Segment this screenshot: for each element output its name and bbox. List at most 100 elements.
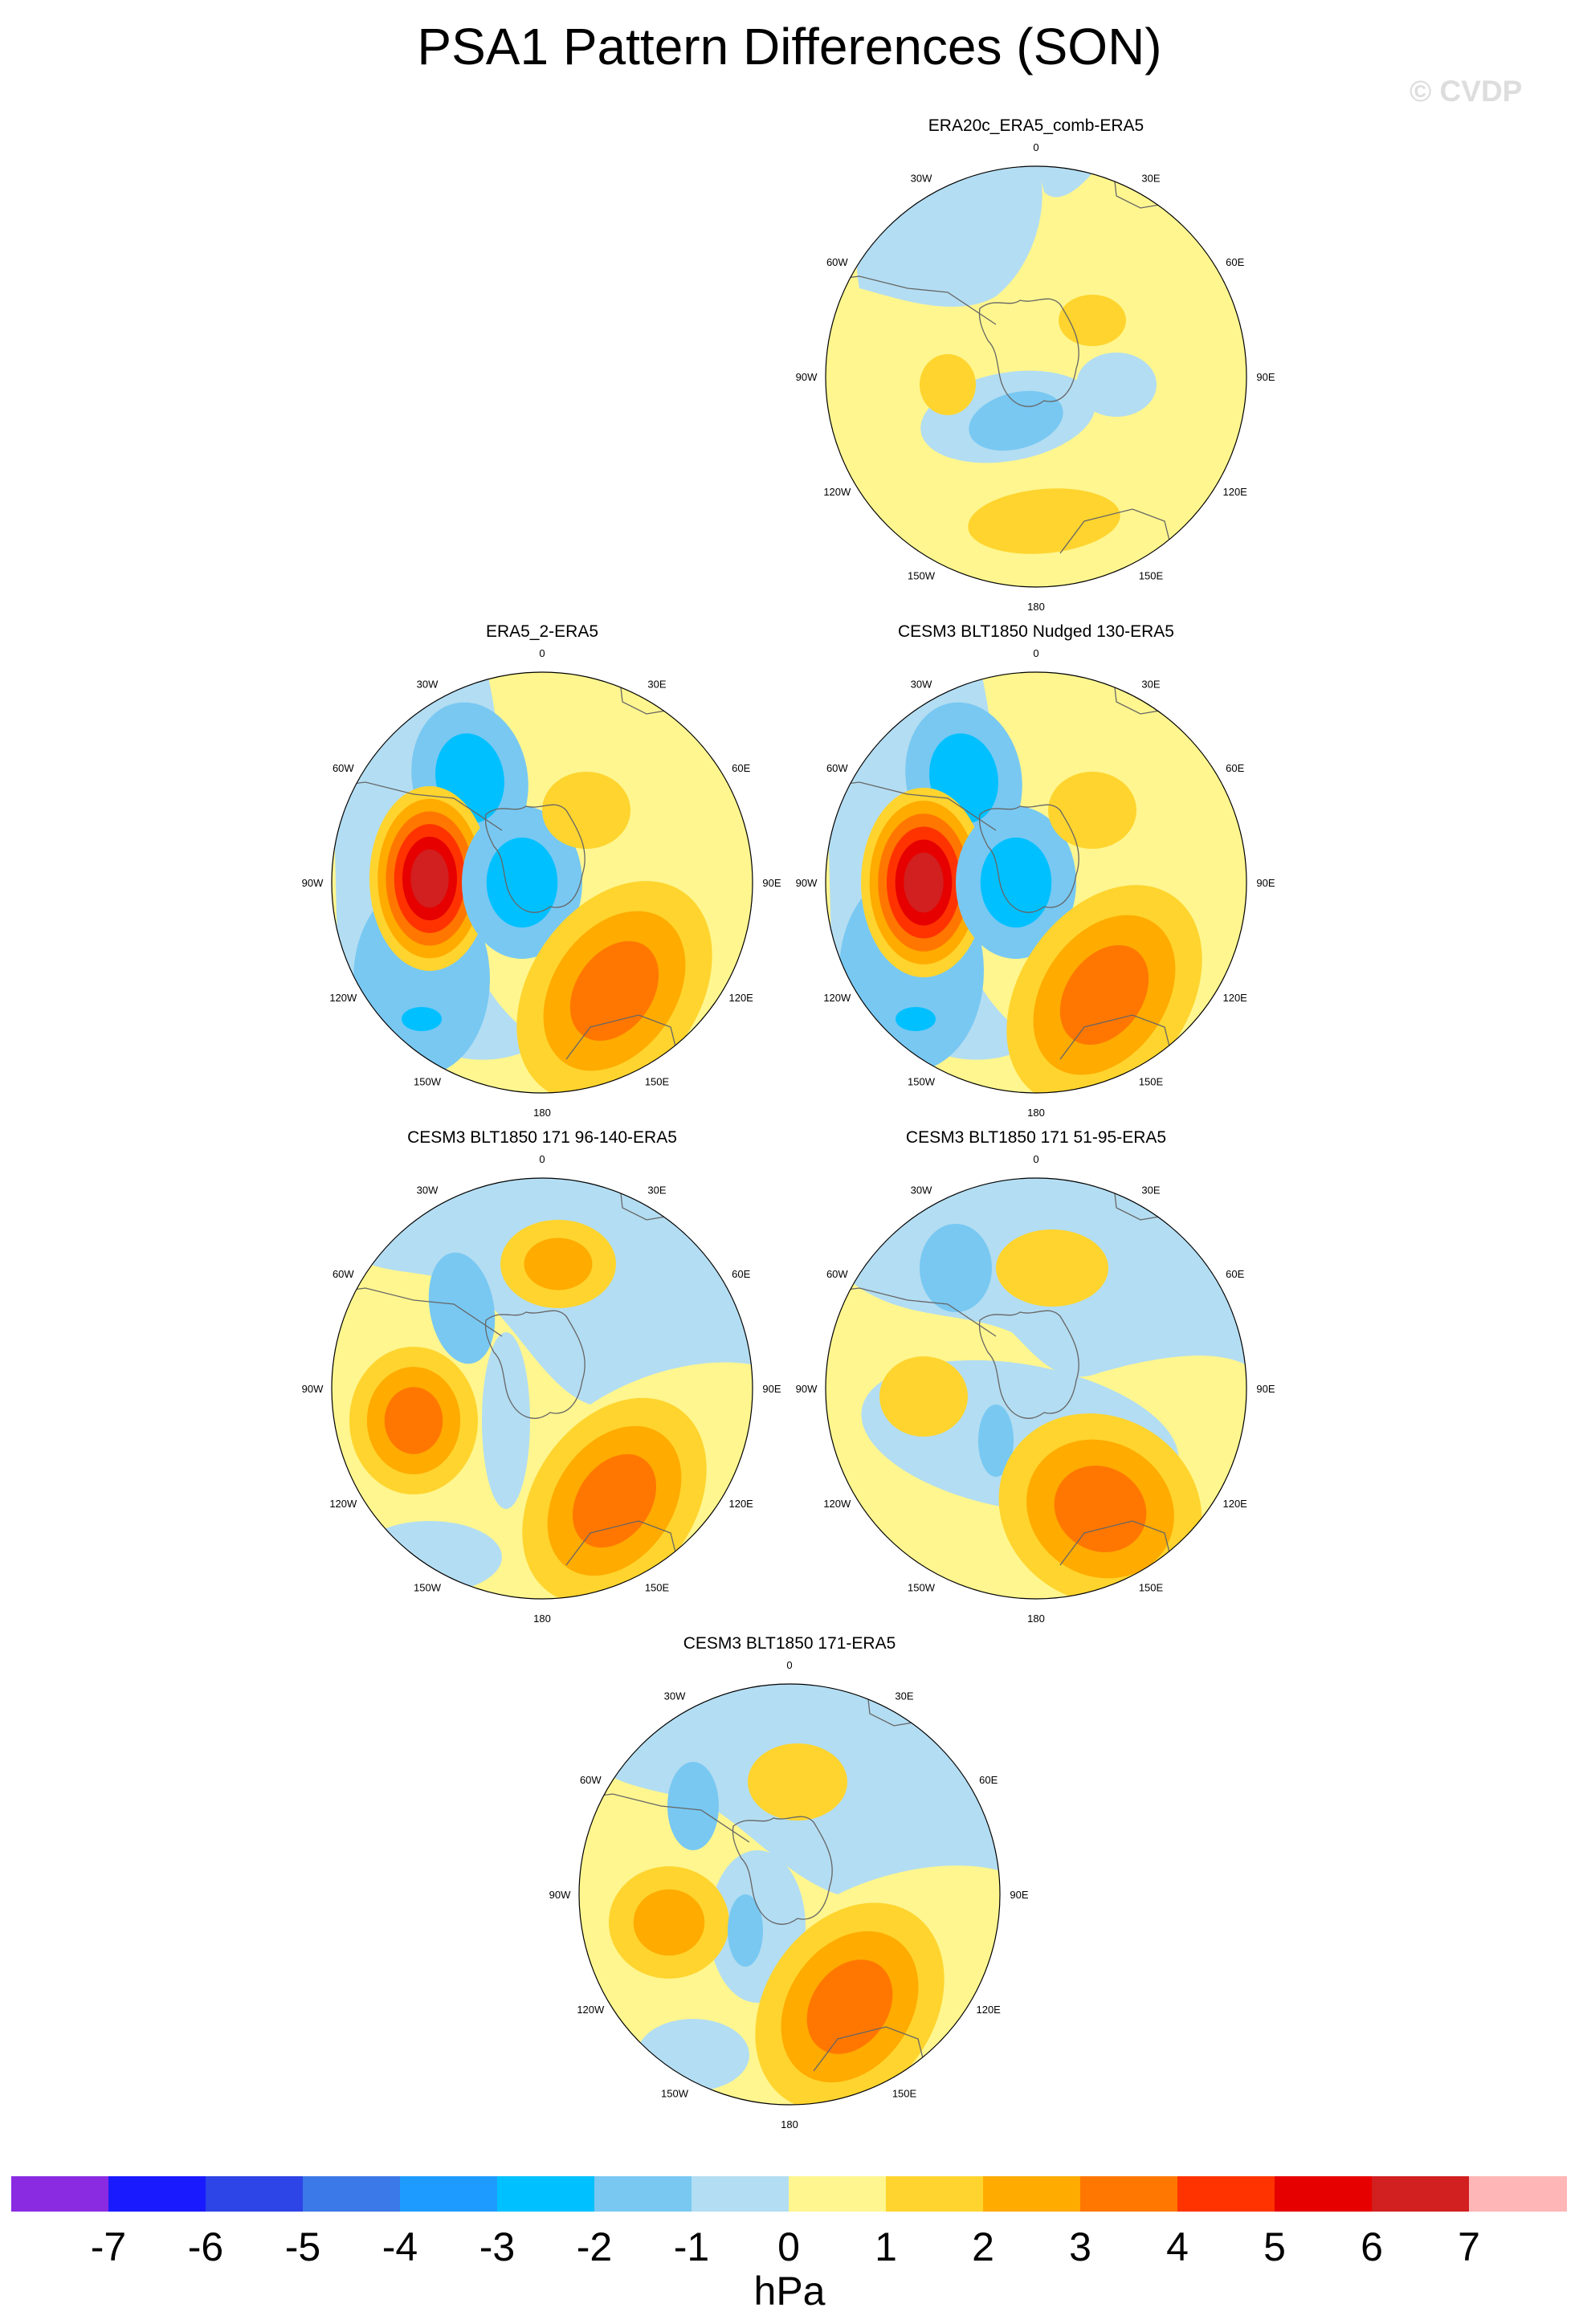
colorbar-swatch	[303, 2176, 401, 2212]
map-border	[825, 671, 1247, 1094]
coastline	[732, 1816, 833, 1925]
longitude-label: 60E	[1226, 1268, 1244, 1280]
longitude-label: 150E	[1139, 570, 1164, 582]
map-panel: CESM3 BLT1850 171-ERA5 0 30E 60E 90E 120E 150E…	[549, 1634, 1030, 2140]
high-center-level-0	[748, 1743, 847, 1820]
polar-map: 0 30E 60E 90E 120E 150E 180 150W 120W 90W 60W 30W	[302, 647, 781, 1119]
longitude-label: 90W	[796, 877, 818, 889]
colorbar-tick-label: 5	[1263, 2224, 1286, 2269]
colorbar-swatch	[1275, 2176, 1373, 2212]
map-field	[579, 1684, 1000, 2105]
figure-title: PSA1 Pattern Differences (SON)	[417, 18, 1162, 75]
longitude-label: 90W	[796, 371, 818, 383]
longitude-label: 150W	[414, 1076, 442, 1088]
high-center-level-1	[633, 1889, 705, 1956]
longitude-label: 30E	[895, 1690, 913, 1702]
low-center-level-1	[486, 837, 558, 928]
colorbar-tick-label: 6	[1361, 2224, 1383, 2269]
longitude-label: 90W	[302, 1383, 324, 1395]
longitude-label: 30W	[911, 678, 932, 690]
low-center	[896, 1007, 936, 1031]
longitude-label: 120W	[329, 1498, 357, 1510]
longitude-label: 60W	[333, 1268, 354, 1280]
longitude-label: 150W	[908, 1076, 936, 1088]
colorbar-swatch	[206, 2176, 304, 2212]
colorbar-swatch	[497, 2176, 595, 2212]
high-center-level-2	[384, 1387, 443, 1454]
colorbar-swatch	[594, 2176, 692, 2212]
longitude-label: 150W	[908, 570, 936, 582]
negative-region	[1036, 166, 1100, 198]
map-panel: CESM3 BLT1850 Nudged 130-ERA5 0 30E 60E 90E 1…	[795, 622, 1277, 1128]
longitude-label: 60W	[333, 762, 354, 774]
longitude-label: 60E	[1226, 256, 1244, 268]
panel-title: CESM3 BLT1850 Nudged 130-ERA5	[898, 622, 1174, 641]
map-panel: CESM3 BLT1850 171 51-95-ERA5 0 30E 60E 90E 12…	[795, 1128, 1277, 1634]
high-center-level-0	[879, 1356, 968, 1437]
panel-title: ERA5_2-ERA5	[485, 622, 599, 641]
coastline	[978, 1310, 1079, 1419]
high-center-level-2	[1059, 944, 1149, 1046]
longitude-label: 120W	[823, 1498, 851, 1510]
longitude-label: 120E	[1222, 992, 1247, 1004]
longitude-label: 90E	[762, 1383, 781, 1395]
polar-map: 0 30E 60E 90E 120E 150E 180 150W 120W 90W 60W 30W	[796, 647, 1275, 1119]
longitude-label: 180	[533, 1107, 551, 1119]
longitude-label: 60E	[732, 1268, 750, 1280]
longitude-label: 120E	[728, 1498, 753, 1510]
colorbar-swatch	[692, 2176, 790, 2212]
longitude-label: 0	[1033, 647, 1038, 659]
colorbar-swatch	[108, 2176, 206, 2212]
colorbar-swatch	[400, 2176, 498, 2212]
negative-region	[1076, 353, 1157, 417]
longitude-label: 0	[1033, 141, 1038, 153]
longitude-label: 120W	[823, 486, 851, 498]
colorbar-tick-label: 3	[1069, 2224, 1091, 2269]
longitude-label: 180	[781, 2118, 798, 2130]
longitude-label: 120E	[728, 992, 753, 1004]
colorbar-tick-label: -4	[381, 2224, 418, 2269]
longitude-label: 30W	[911, 172, 932, 184]
polar-map: 0 30E 60E 90E 120E 150E 180 150W 120W 90W 60W 30W	[796, 141, 1275, 613]
longitude-label: 120E	[1222, 486, 1247, 498]
high-center-level-5	[904, 852, 944, 913]
high-center-level-0	[920, 354, 976, 415]
high-center-level-0	[1048, 772, 1136, 849]
high-center-level-5	[410, 849, 449, 908]
map-border	[331, 1177, 753, 1600]
longitude-label: 90W	[302, 877, 324, 889]
longitude-label: 180	[1027, 1613, 1045, 1625]
map-border	[578, 1683, 1001, 2106]
high-center-level-0	[542, 772, 630, 849]
colorbar-swatch	[789, 2176, 887, 2212]
map-field	[826, 166, 1246, 587]
high-center-level-2	[1054, 1466, 1147, 1552]
longitude-label: 90E	[1256, 371, 1275, 383]
longitude-label: 30E	[647, 1184, 666, 1196]
colorbar-tick-label: -5	[284, 2224, 321, 2269]
longitude-label: 120E	[1222, 1498, 1247, 1510]
map-border	[331, 671, 753, 1094]
colorbar-tick-label: 4	[1166, 2224, 1189, 2269]
longitude-label: 150E	[645, 1582, 670, 1594]
negative-region	[482, 1332, 530, 1509]
longitude-label: 90E	[762, 877, 781, 889]
longitude-label: 90E	[1256, 877, 1275, 889]
longitude-label: 150W	[661, 2088, 689, 2100]
longitude-label: 60W	[826, 762, 848, 774]
longitude-label: 150W	[414, 1582, 442, 1594]
polar-map: 0 30E 60E 90E 120E 150E 180 150W 120W 90W 60W 30W	[549, 1659, 1029, 2130]
map-field	[826, 672, 1246, 1093]
map-field	[826, 1178, 1246, 1599]
longitude-label: 60E	[732, 762, 750, 774]
colorbar-tick-label: 0	[777, 2224, 800, 2269]
colorbar-tick-label: 1	[875, 2224, 897, 2269]
high-center-level-2	[572, 1454, 657, 1548]
longitude-label: 150E	[1139, 1582, 1164, 1594]
longitude-label: 150E	[892, 2088, 917, 2100]
low-center-level-0	[428, 1252, 496, 1364]
colorbar-tick-label: -3	[479, 2224, 516, 2269]
longitude-label: 30E	[1141, 1184, 1160, 1196]
low-center-level-0	[969, 390, 1063, 451]
low-center-level-1	[980, 837, 1052, 928]
